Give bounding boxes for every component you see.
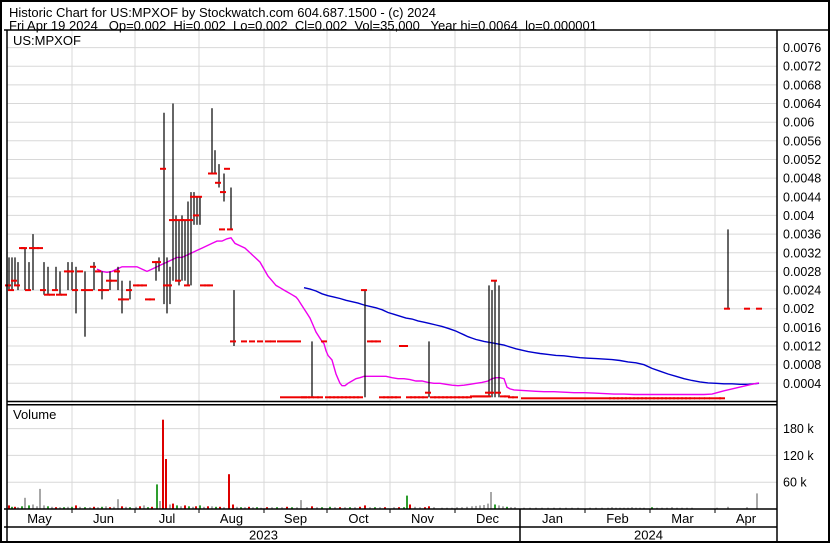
svg-text:Jan: Jan [542, 511, 563, 526]
svg-text:Nov: Nov [411, 511, 435, 526]
svg-text:Apr: Apr [736, 511, 757, 526]
svg-text:0.0076: 0.0076 [783, 41, 821, 55]
svg-text:May: May [27, 511, 52, 526]
volume-axis-labels: 180 k 120 k 60 k [783, 422, 814, 490]
svg-text:Feb: Feb [606, 511, 628, 526]
svg-text:0.0056: 0.0056 [783, 134, 821, 148]
svg-text:0.0016: 0.0016 [783, 321, 821, 335]
volume-pane-label: Volume [13, 407, 57, 422]
close-ticks [5, 167, 762, 400]
svg-text:120 k: 120 k [783, 449, 814, 463]
ma-long-line [303, 287, 760, 385]
svg-text:Oct: Oct [348, 511, 369, 526]
svg-text:0.0008: 0.0008 [783, 358, 821, 372]
volume-bars [8, 419, 758, 509]
svg-text:2024: 2024 [634, 528, 663, 543]
price-axis-labels: 0.0076 0.0072 0.0068 0.0064 0.006 0.0056 0.005… [783, 41, 821, 391]
svg-text:0.0028: 0.0028 [783, 265, 821, 279]
svg-text:0.0044: 0.0044 [783, 190, 821, 204]
svg-text:0.0012: 0.0012 [783, 340, 821, 354]
svg-text:0.0032: 0.0032 [783, 246, 821, 260]
month-labels: May Jun Jul Aug Sep Oct Nov Dec Jan Feb Mar Apr [27, 511, 757, 526]
svg-text:0.0068: 0.0068 [783, 78, 821, 92]
svg-text:0.0048: 0.0048 [783, 172, 821, 186]
price-gridlines [7, 47, 777, 384]
svg-text:0.002: 0.002 [783, 302, 814, 316]
svg-text:60 k: 60 k [783, 476, 807, 490]
year-labels: 2023 2024 [249, 528, 663, 543]
svg-text:Dec: Dec [476, 511, 500, 526]
svg-text:Aug: Aug [220, 511, 243, 526]
svg-text:0.0024: 0.0024 [783, 284, 821, 298]
svg-text:0.0052: 0.0052 [783, 153, 821, 167]
ma-short-line [96, 237, 760, 396]
hlc-bars [8, 103, 729, 398]
svg-text:0.004: 0.004 [783, 209, 814, 223]
svg-text:0.0072: 0.0072 [783, 60, 821, 74]
chart-borders [4, 29, 828, 541]
svg-text:0.0064: 0.0064 [783, 97, 821, 111]
svg-text:0.0036: 0.0036 [783, 228, 821, 242]
svg-text:Jul: Jul [159, 511, 176, 526]
svg-text:0.0004: 0.0004 [783, 377, 821, 391]
svg-text:Mar: Mar [671, 511, 694, 526]
svg-text:2023: 2023 [249, 528, 278, 543]
month-gridlines [71, 30, 716, 509]
svg-text:0.006: 0.006 [783, 116, 814, 130]
volume-gridlines [7, 428, 777, 483]
chart-title: Historic Chart for US:MPXOF by Stockwatc… [9, 5, 437, 20]
svg-text:Sep: Sep [284, 511, 307, 526]
svg-text:180 k: 180 k [783, 422, 814, 436]
symbol-label: US:MPXOF [13, 33, 81, 48]
svg-text:Jun: Jun [93, 511, 114, 526]
